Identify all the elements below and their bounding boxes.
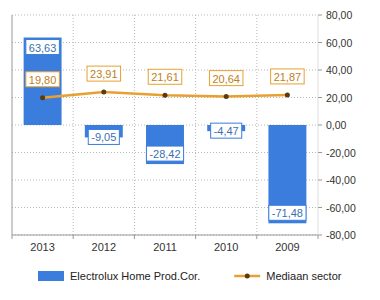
data-label-box (26, 72, 60, 87)
x-tick-label: 2009 (275, 241, 299, 253)
y-tick (318, 15, 322, 16)
data-label-box (269, 205, 306, 220)
grid-line-vertical (134, 15, 135, 235)
data-label-text: 19,80 (29, 74, 57, 86)
grid-line (12, 15, 318, 16)
data-label-box (209, 71, 243, 86)
bar (268, 125, 306, 223)
legend-swatch (38, 271, 64, 281)
y-tick (318, 42, 322, 43)
data-label: -28,42 (146, 146, 183, 161)
y-tick-label: 40,00 (326, 64, 352, 76)
y-tick (318, 235, 322, 236)
left-axis (12, 15, 13, 235)
y-tick (318, 152, 322, 153)
y-tick-label: -60,00 (326, 202, 356, 214)
y-tick-label: -20,00 (326, 147, 356, 159)
data-label-box (211, 123, 242, 138)
data-label-text: -9,05 (91, 131, 116, 143)
data-label-box (87, 66, 121, 81)
data-label-box (88, 129, 119, 144)
y-tick-label: 0,00 (326, 119, 347, 131)
y-tick-label: 80,00 (326, 9, 352, 21)
line-marker (163, 93, 168, 98)
data-label: -9,05 (88, 129, 119, 144)
data-label: 19,80 (26, 72, 60, 87)
data-label: -4,47 (211, 123, 242, 138)
data-label: -71,48 (269, 205, 306, 220)
data-label: 20,64 (209, 71, 243, 86)
y-tick (318, 125, 322, 126)
data-label-text: 21,87 (274, 71, 302, 83)
legend-label: Mediaan sector (266, 270, 342, 282)
data-label-text: 21,61 (151, 71, 179, 83)
x-tick-label: 2011 (153, 241, 177, 253)
x-tick (256, 235, 257, 239)
data-label-text: -71,48 (272, 207, 303, 219)
legend-label: Electrolux Home Prod.Cor. (70, 270, 200, 282)
x-tick (318, 235, 319, 239)
grid-line-vertical (256, 15, 257, 235)
y-tick (318, 70, 322, 71)
data-label-text: 63,63 (29, 42, 57, 54)
data-label-box (271, 69, 305, 84)
x-tick-label: 2010 (214, 241, 238, 253)
x-tick (195, 235, 196, 239)
x-axis (12, 235, 318, 236)
y-tick-label: 60,00 (326, 37, 352, 49)
y-tick (318, 97, 322, 98)
line-marker (285, 92, 290, 97)
x-tick (12, 235, 13, 239)
y-tick-label: -80,00 (326, 229, 356, 241)
marks (24, 38, 307, 224)
line (43, 92, 288, 98)
data-label: 21,87 (271, 69, 305, 84)
line-marker (40, 95, 45, 100)
data-label-text: 20,64 (212, 73, 240, 85)
data-label: 21,61 (148, 69, 182, 84)
data-label: 23,91 (87, 66, 121, 81)
grid-line (12, 235, 318, 236)
data-label-text: -28,42 (149, 148, 180, 160)
data-label-box (26, 40, 60, 55)
data-label-text: 23,91 (90, 68, 118, 80)
data-label-text: -4,47 (214, 125, 239, 137)
y-tick-label: -40,00 (326, 174, 356, 186)
y-tick (318, 180, 322, 181)
line-marker (224, 94, 229, 99)
y-tick-label: 20,00 (326, 92, 352, 104)
x-tick (134, 235, 135, 239)
x-tick-label: 2013 (30, 241, 54, 253)
bar (146, 125, 184, 164)
grid-line-vertical (73, 15, 74, 235)
x-tick-label: 2012 (92, 241, 116, 253)
bar (24, 38, 62, 125)
data-label-box (146, 146, 183, 161)
x-tick (73, 235, 74, 239)
chart: 80,00 60,00 40,00 20,00 0,00 -20,00 -40,00 -60,… (0, 0, 380, 300)
grid-line-vertical (195, 15, 196, 235)
legend-marker (245, 274, 250, 279)
line-marker (101, 90, 106, 95)
y-tick (318, 207, 322, 208)
data-label: 63,63 (26, 40, 60, 55)
data-label-box (148, 69, 182, 84)
data-labels: 63,63 -9,05 -28,42 -4,47 -71,48 19,80 23,91 21,… (26, 40, 306, 221)
